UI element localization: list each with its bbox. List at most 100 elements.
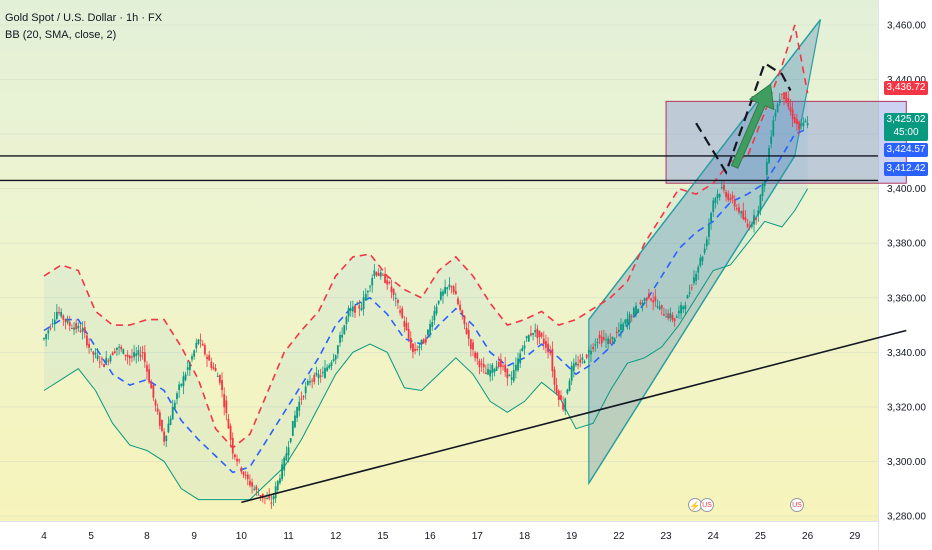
candle-body [285, 453, 288, 461]
candle-body [598, 334, 601, 339]
indicator-label[interactable]: BB (20, SMA, close, 2) [5, 29, 117, 41]
candle-body [566, 389, 569, 394]
us-flag-icon[interactable]: US [790, 498, 804, 512]
us-flag-icon[interactable]: US [700, 498, 714, 512]
candle-body [236, 458, 238, 462]
candle-body [763, 180, 766, 187]
candle-body [186, 367, 189, 370]
candle-body [206, 356, 208, 360]
candle-body [81, 328, 84, 332]
candle-body [753, 215, 755, 225]
y-tick-label: 3,360.00 [887, 293, 926, 304]
candle-body [497, 361, 500, 367]
x-axis-labels: 4 5 8 9 10 11 12 15 16 17 18 19 22 23 24 25 26 29 [41, 531, 861, 542]
candle-body [113, 351, 116, 353]
candle-body [637, 308, 640, 313]
candle-body [712, 200, 715, 212]
bb-upper [43, 24, 809, 449]
candle-body [547, 343, 549, 353]
candle-body [469, 339, 472, 350]
candle-body [645, 297, 648, 301]
candle-body [774, 112, 777, 117]
candle-body [201, 343, 204, 346]
candle-body [300, 398, 303, 400]
candle-body [266, 497, 268, 499]
bb-fill [44, 25, 808, 500]
candle-body [583, 360, 586, 364]
candle-body [596, 341, 599, 343]
candle-body [251, 482, 253, 487]
candle-body [259, 495, 262, 498]
time-axis[interactable] [0, 521, 878, 550]
candle-body [560, 395, 562, 400]
candle-body [431, 321, 434, 327]
candle-body [79, 330, 82, 332]
candle-body [778, 99, 781, 104]
candle-body [304, 386, 307, 394]
channel-upper [588, 19, 822, 321]
candle-body [665, 316, 667, 318]
candle-body [253, 488, 256, 490]
x-tick-label: 16 [425, 531, 437, 542]
candle-body [223, 394, 226, 408]
candle-body [680, 304, 682, 314]
candle-body [482, 364, 485, 368]
candle-body [88, 343, 90, 348]
candle-body [94, 352, 97, 355]
candle-body [427, 329, 429, 336]
candle-body [587, 350, 590, 353]
candle-body [701, 256, 704, 261]
candle-body [330, 362, 333, 367]
candle-body [545, 341, 547, 348]
y-tick-label: 3,320.00 [887, 402, 926, 413]
candle-body [804, 120, 807, 123]
candle-body [135, 353, 138, 356]
candle-body [551, 348, 554, 372]
candle-body [176, 393, 178, 400]
candle-body [103, 364, 105, 368]
candle-body [137, 350, 140, 355]
candle-body [705, 239, 708, 247]
y-tick-label: 3,460.00 [887, 21, 926, 32]
candle-body [197, 339, 200, 344]
candle-body [523, 345, 526, 349]
candle-body [221, 380, 223, 391]
candle-body [371, 277, 374, 286]
drawn-lines[interactable] [0, 155, 907, 504]
candle-body [143, 352, 146, 362]
projection[interactable] [695, 61, 792, 175]
x-tick-label: 8 [144, 531, 150, 542]
candle-body [401, 308, 404, 318]
plot-area[interactable] [0, 0, 878, 521]
last-price-tag: 3,425.02 45:00 [884, 113, 928, 141]
x-tick-label: 15 [377, 531, 389, 542]
candle-body [296, 407, 299, 418]
candle-body [487, 368, 489, 375]
candle-body [759, 195, 762, 211]
candle-body [609, 338, 612, 345]
candle-body [527, 335, 530, 342]
candle-body [802, 122, 805, 127]
x-tick-label: 9 [191, 531, 197, 542]
projection-path [695, 61, 792, 175]
candle-body [182, 376, 185, 387]
lightning-icon[interactable]: ⚡ [688, 498, 702, 512]
candle-body [231, 437, 234, 454]
candle-body [238, 459, 241, 461]
candle-body [725, 192, 728, 198]
candle-body [377, 273, 380, 277]
candle-body [489, 369, 492, 377]
candle-body [697, 266, 700, 273]
y-tick-label: 3,300.00 [887, 457, 926, 468]
candle-body [409, 338, 412, 349]
candle-body [324, 368, 326, 378]
symbol-title[interactable]: Gold Spot / U.S. Dollar · 1h · FX [5, 12, 163, 24]
candle-body [780, 93, 783, 95]
candle-body [416, 349, 419, 351]
y-tick-label: 3,340.00 [887, 348, 926, 359]
candle-body [512, 370, 515, 381]
candle-body [557, 390, 560, 400]
candle-body [203, 345, 206, 355]
candle-body [45, 334, 48, 340]
